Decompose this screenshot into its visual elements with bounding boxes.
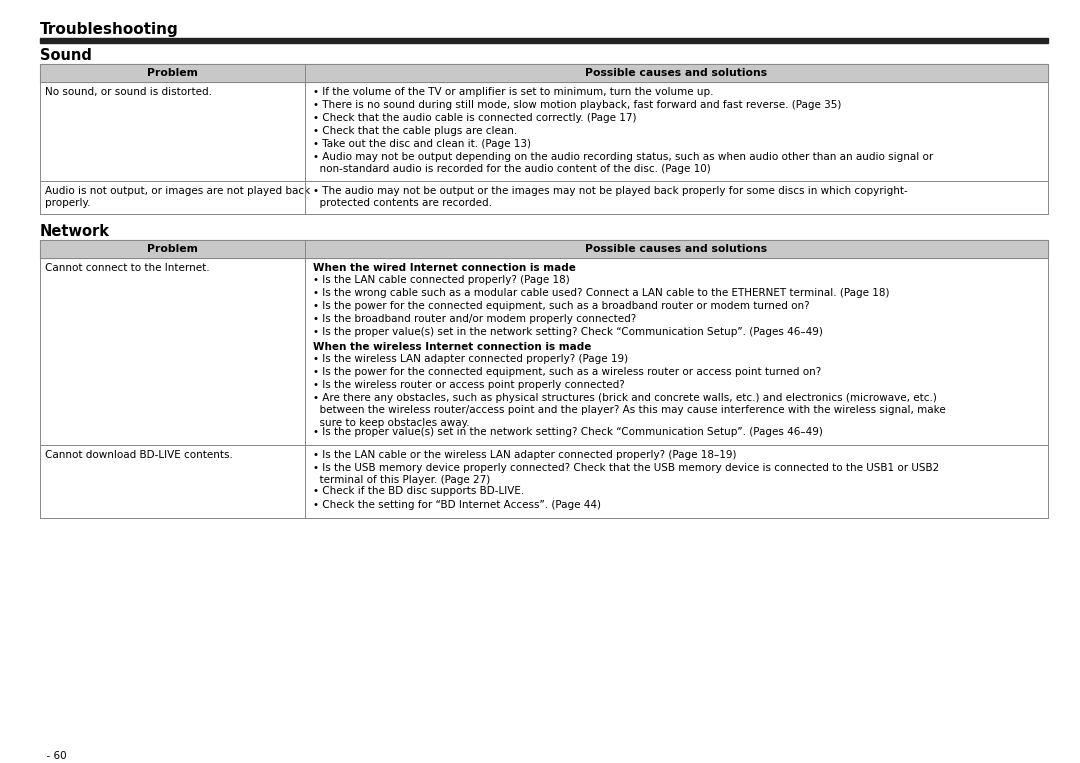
Text: • Check if the BD disc supports BD-LIVE.: • Check if the BD disc supports BD-LIVE. — [313, 487, 524, 497]
Text: • Audio may not be output depending on the audio recording status, such as when : • Audio may not be output depending on t… — [313, 152, 933, 175]
Text: When the wireless Internet connection is made: When the wireless Internet connection is… — [313, 342, 592, 352]
Text: Possible causes and solutions: Possible causes and solutions — [585, 68, 768, 78]
Text: • Is the USB memory device properly connected? Check that the USB memory device : • Is the USB memory device properly conn… — [313, 463, 940, 485]
Text: • Check that the audio cable is connected correctly. (Page 17): • Check that the audio cable is connecte… — [313, 113, 636, 123]
Bar — [40, 64, 1048, 82]
Text: • Is the proper value(s) set in the network setting? Check “Communication Setup”: • Is the proper value(s) set in the netw… — [313, 327, 823, 337]
Text: • Is the power for the connected equipment, such as a wireless router or access : • Is the power for the connected equipme… — [313, 367, 821, 377]
Text: • Check that the cable plugs are clean.: • Check that the cable plugs are clean. — [313, 126, 517, 136]
Text: • Is the LAN cable connected properly? (Page 18): • Is the LAN cable connected properly? (… — [313, 275, 570, 285]
Text: Sound: Sound — [40, 48, 92, 63]
Text: • Is the wireless LAN adapter connected properly? (Page 19): • Is the wireless LAN adapter connected … — [313, 354, 629, 364]
Text: • Is the LAN cable or the wireless LAN adapter connected properly? (Page 18–19): • Is the LAN cable or the wireless LAN a… — [313, 450, 737, 460]
Text: • Is the power for the connected equipment, such as a broadband router or modem : • Is the power for the connected equipme… — [313, 301, 810, 311]
Text: When the wired Internet connection is made: When the wired Internet connection is ma… — [313, 263, 576, 273]
Text: • Take out the disc and clean it. (Page 13): • Take out the disc and clean it. (Page … — [313, 139, 531, 149]
Text: - 60: - 60 — [40, 751, 67, 761]
Bar — [40, 240, 1048, 258]
Text: No sound, or sound is distorted.: No sound, or sound is distorted. — [45, 87, 212, 97]
Text: • Are there any obstacles, such as physical structures (brick and concrete walls: • Are there any obstacles, such as physi… — [313, 393, 946, 428]
Text: Cannot download BD-LIVE contents.: Cannot download BD-LIVE contents. — [45, 450, 233, 460]
Text: • Is the broadband router and/or modem properly connected?: • Is the broadband router and/or modem p… — [313, 314, 636, 324]
Text: Problem: Problem — [147, 244, 198, 254]
Text: • Check the setting for “BD Internet Access”. (Page 44): • Check the setting for “BD Internet Acc… — [313, 500, 600, 510]
Text: • If the volume of the TV or amplifier is set to minimum, turn the volume up.: • If the volume of the TV or amplifier i… — [313, 87, 714, 97]
Text: Cannot connect to the Internet.: Cannot connect to the Internet. — [45, 263, 210, 273]
Text: Troubleshooting: Troubleshooting — [40, 22, 179, 37]
Text: Audio is not output, or images are not played back
properly.: Audio is not output, or images are not p… — [45, 185, 310, 208]
Text: Possible causes and solutions: Possible causes and solutions — [585, 244, 768, 254]
Text: Problem: Problem — [147, 68, 198, 78]
Bar — [40, 38, 1048, 43]
Text: • The audio may not be output or the images may not be played back properly for : • The audio may not be output or the ima… — [313, 185, 908, 208]
Text: • Is the wireless router or access point properly connected?: • Is the wireless router or access point… — [313, 380, 624, 390]
Text: Network: Network — [40, 224, 110, 239]
Text: • There is no sound during still mode, slow motion playback, fast forward and fa: • There is no sound during still mode, s… — [313, 100, 841, 110]
Text: • Is the wrong cable such as a modular cable used? Connect a LAN cable to the ET: • Is the wrong cable such as a modular c… — [313, 288, 890, 298]
Text: • Is the proper value(s) set in the network setting? Check “Communication Setup”: • Is the proper value(s) set in the netw… — [313, 427, 823, 437]
